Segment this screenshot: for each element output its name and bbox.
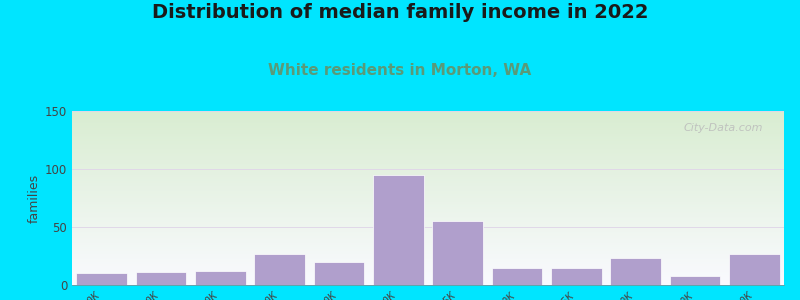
Bar [729, 254, 779, 285]
Bar [254, 254, 305, 285]
Bar [373, 175, 423, 285]
Bar [433, 221, 483, 285]
Bar [551, 268, 602, 285]
Bar [610, 258, 661, 285]
Bar [314, 262, 364, 285]
Text: Distribution of median family income in 2022: Distribution of median family income in … [152, 3, 648, 22]
Text: White residents in Morton, WA: White residents in Morton, WA [268, 63, 532, 78]
Y-axis label: families: families [28, 173, 41, 223]
Bar [670, 276, 720, 285]
Bar [136, 272, 186, 285]
Bar [77, 273, 127, 285]
Bar [195, 271, 246, 285]
Bar [492, 268, 542, 285]
Text: City-Data.com: City-Data.com [683, 123, 762, 133]
